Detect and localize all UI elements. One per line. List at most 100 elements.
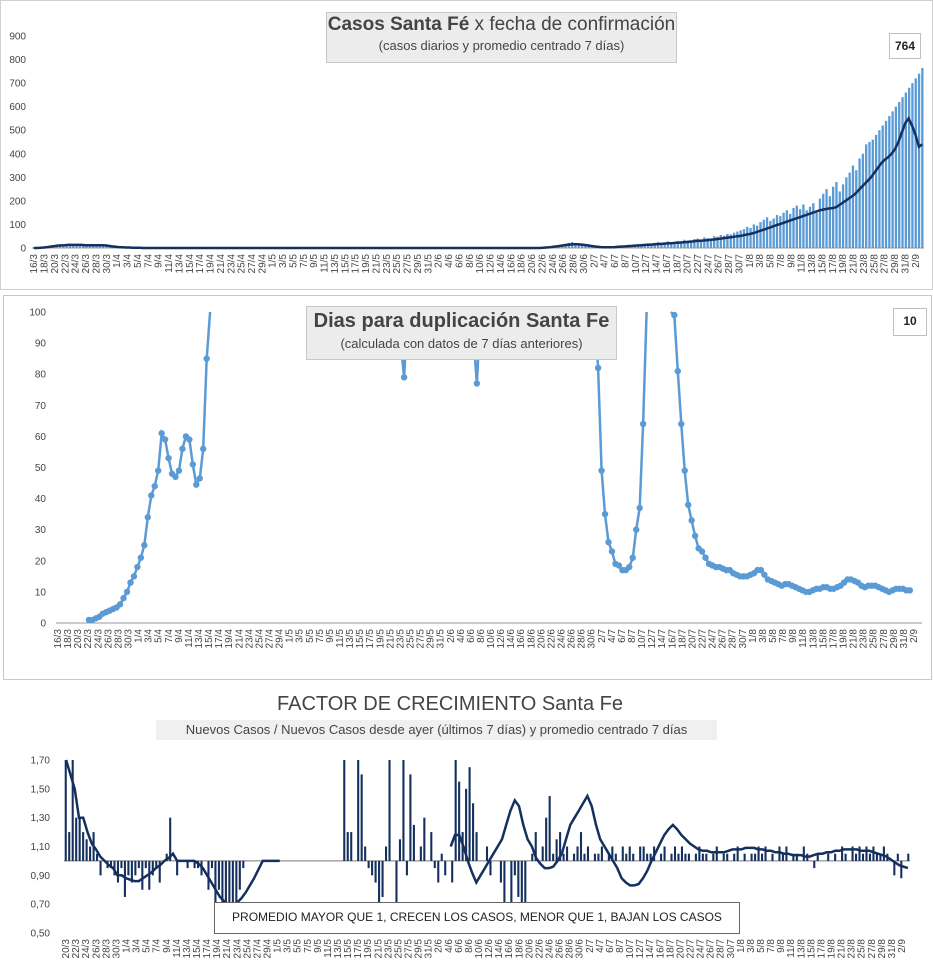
growth-x-tick-label: 26/7 [706,939,717,959]
doubling-y-tick-label: 80 [35,370,47,381]
growth-bar [750,853,753,861]
growth-y-tick-label: 0,50 [31,929,51,940]
growth-y-tick-label: 1,30 [31,813,51,824]
growth-bar [242,860,245,869]
growth-bar [433,860,436,869]
cases-x-tick-label: 24/7 [703,254,714,274]
growth-bar [896,853,899,861]
doubling-x-tick-label: 9/8 [788,629,799,643]
doubling-x-tick-label: 13/8 [808,629,819,649]
cases-x-tick-label: 25/5 [392,254,403,274]
doubling-x-tick-label: 29/5 [426,629,437,649]
growth-x-tick-label: 30/7 [726,939,737,959]
doubling-y-tick-label: 60 [35,432,47,443]
growth-bar [534,832,537,861]
growth-bar [872,846,875,861]
doubling-x-tick-label: 12/6 [496,629,507,649]
cases-x-tick-label: 21/8 [849,254,860,274]
growth-x-tick-label: 1/4 [121,939,132,953]
doubling-x-tick-label: 22/7 [698,629,709,649]
doubling-x-tick-label: 29/8 [889,629,900,649]
cases-bar [78,245,82,248]
cases-bar [706,238,709,248]
doubling-point [141,542,148,549]
cases-x-tick-label: 12/6 [486,254,497,274]
doubling-x-tick-label: 13/4 [194,629,205,649]
doubling-x-tick-label: 19/5 [375,629,386,649]
growth-x-tick-label: 25/4 [242,939,253,959]
cases-x-tick-label: 17/5 [351,254,362,274]
growth-bar [754,853,757,861]
growth-bar [193,860,196,869]
doubling-point [134,563,141,571]
doubling-x-tick-label: 31/5 [436,629,447,649]
cases-bar [845,177,848,248]
growth-bar [68,832,71,861]
doubling-x-tick-label: 19/4 [224,629,235,649]
growth-bar [663,846,666,861]
growth-bar [646,853,649,861]
doubling-point [137,554,145,561]
growth-x-tick-label: 13/8 [796,939,807,959]
growth-bar [743,853,746,861]
doubling-point [175,467,183,474]
growth-bar [586,846,590,861]
cases-bar [686,240,689,248]
cases-bar [749,227,752,248]
doubling-y-tick-label: 100 [29,308,46,319]
doubling-point [674,367,681,375]
growth-x-tick-label: 5/5 [293,939,304,953]
cases-bar [772,218,775,248]
cases-x-tick-label: 15/8 [817,254,828,274]
cases-bar [65,244,68,248]
cases-x-tick-label: 4/6 [444,254,455,268]
growth-x-tick-label: 14/7 [645,939,656,959]
growth-bar [781,853,784,861]
cases-bar [726,233,729,248]
cases-bar [898,101,901,248]
growth-x-tick-label: 5/4 [142,939,153,953]
growth-x-tick-label: 10/6 [474,939,485,959]
doubling-y-tick-label: 40 [35,494,47,505]
growth-x-tick-label: 20/3 [61,939,72,959]
cases-bar [855,170,858,248]
doubling-point [200,445,207,453]
doubling-x-tick-label: 30/3 [124,629,135,649]
cases-chart-title-box: Casos Santa Fé x fecha de confirmación (… [326,12,677,63]
growth-bar [423,817,426,861]
doubling-point [151,482,158,490]
growth-bar [165,853,168,861]
growth-bar [614,853,617,861]
growth-x-tick-label: 19/8 [826,939,837,959]
growth-x-tick-label: 22/3 [71,939,82,959]
doubling-x-tick-label: 19/8 [838,629,849,649]
doubling-point [473,380,481,387]
growth-bar [687,853,690,861]
cases-x-tick-label: 7/8 [776,254,787,268]
growth-bar [520,860,523,905]
growth-x-tick-label: 26/3 [91,939,102,959]
growth-bar [844,853,847,861]
growth-x-tick-label: 28/7 [716,939,727,959]
growth-bar [169,817,172,861]
growth-x-tick-label: 30/6 [575,939,586,959]
cases-x-tick-label: 20/6 [527,254,538,274]
doubling-point [189,461,197,468]
growth-bar [764,846,767,861]
doubling-x-tick-label: 8/7 [627,629,638,643]
cases-x-tick-label: 2/9 [911,254,922,268]
growth-bar [217,860,220,890]
cases-bar [732,232,736,248]
growth-bar [566,846,569,861]
doubling-point [144,514,151,521]
growth-bar [900,860,903,879]
growth-bar [760,853,764,861]
growth-bar [548,796,551,861]
cases-y-tick-label: 200 [9,196,26,207]
growth-x-tick-label: 1/5 [273,939,284,953]
growth-bar [398,839,402,861]
cases-x-tick-label: 19/4 [206,254,217,274]
doubling-x-tick-label: 16/3 [53,629,64,649]
cases-x-tick-label: 29/4 [257,254,268,274]
doubling-x-tick-label: 2/6 [446,629,457,643]
